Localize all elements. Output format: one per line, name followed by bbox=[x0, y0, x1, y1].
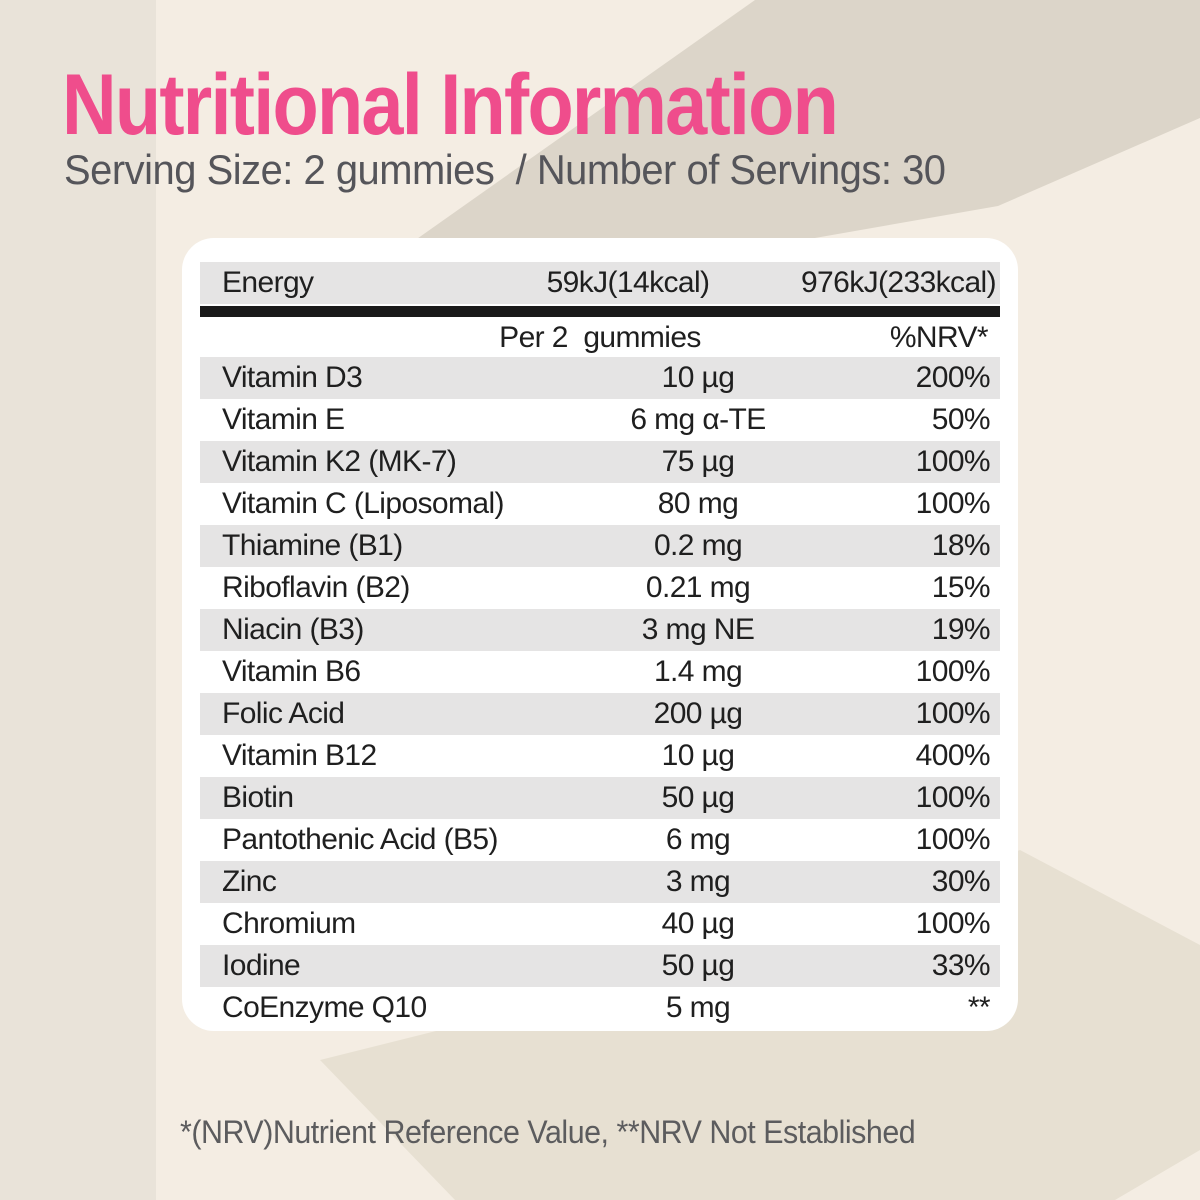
nutrient-row: Vitamin C (Liposomal) 80 mg 100% bbox=[200, 483, 1000, 525]
nutrient-row: Zinc 3 mg 30% bbox=[200, 861, 1000, 903]
nutrient-amount: 75 µg bbox=[661, 445, 735, 478]
nutrition-card: Energy 59kJ(14kcal) 976kJ(233kcal) Per 2… bbox=[182, 238, 1018, 1031]
serving-info: Serving Size: 2 gummies / Number of Serv… bbox=[64, 146, 946, 193]
nutrient-amount: 1.4 mg bbox=[653, 655, 743, 688]
nutrient-nrv: 18% bbox=[931, 529, 991, 562]
nrv-column-header: %NRV* bbox=[889, 321, 989, 354]
background-left-band bbox=[0, 0, 156, 1200]
nutrient-amount: 0.2 mg bbox=[653, 529, 743, 562]
nutrient-nrv: 30% bbox=[931, 865, 991, 898]
nutrient-name: Riboflavin (B2) bbox=[222, 571, 410, 604]
energy-label: Energy bbox=[222, 266, 314, 299]
footnote-line-1: *(NRV)Nutrient Reference Value, **NRV No… bbox=[180, 1114, 916, 1150]
nutrient-row: Thiamine (B1) 0.2 mg 18% bbox=[200, 525, 1000, 567]
nutrient-name: Iodine bbox=[222, 949, 301, 982]
nutrient-name: Vitamin K2 (MK-7) bbox=[222, 445, 457, 478]
nutrient-row: Vitamin D3 10 µg 200% bbox=[200, 357, 1000, 399]
nutrient-name: Zinc bbox=[222, 865, 277, 898]
nutrient-row: Vitamin B6 1.4 mg 100% bbox=[200, 651, 1000, 693]
energy-row: Energy 59kJ(14kcal) 976kJ(233kcal) bbox=[200, 262, 1000, 304]
nutrient-nrv: 200% bbox=[915, 361, 991, 394]
thick-divider bbox=[200, 306, 1000, 317]
nutrient-row: Pantothenic Acid (B5) 6 mg 100% bbox=[200, 819, 1000, 861]
nutrient-nrv: 50% bbox=[931, 403, 991, 436]
table-header-row: Per 2 gummies %NRV* bbox=[200, 319, 1000, 357]
nutrient-name: Pantothenic Acid (B5) bbox=[222, 823, 499, 856]
nutrient-amount: 200 µg bbox=[653, 697, 743, 730]
nutrient-row: Vitamin K2 (MK-7) 75 µg 100% bbox=[200, 441, 1000, 483]
nutrient-row: Vitamin E 6 mg α-TE 50% bbox=[200, 399, 1000, 441]
nutrient-name: Folic Acid bbox=[222, 697, 345, 730]
nutrient-nrv: 19% bbox=[931, 613, 991, 646]
nutrient-nrv: 100% bbox=[915, 781, 991, 814]
nutrient-row: Chromium 40 µg 100% bbox=[200, 903, 1000, 945]
nutrient-amount: 3 mg NE bbox=[641, 613, 755, 646]
nutrient-amount: 50 µg bbox=[661, 781, 735, 814]
page-title: Nutritional Information bbox=[62, 57, 839, 153]
nutrient-nrv: 100% bbox=[915, 907, 991, 940]
nutrient-name: Vitamin B6 bbox=[222, 655, 361, 688]
nutrient-amount: 6 mg bbox=[665, 823, 731, 856]
nutrient-name: Vitamin B12 bbox=[222, 739, 377, 772]
nutrient-amount: 6 mg α-TE bbox=[630, 403, 766, 436]
nutrient-amount: 50 µg bbox=[661, 949, 735, 982]
nutrient-name: Biotin bbox=[222, 781, 294, 814]
nutrient-row: Biotin 50 µg 100% bbox=[200, 777, 1000, 819]
nutrient-row: Riboflavin (B2) 0.21 mg 15% bbox=[200, 567, 1000, 609]
nutrient-nrv: ** bbox=[967, 991, 991, 1024]
nutrient-nrv: 15% bbox=[931, 571, 991, 604]
nutrient-row: Iodine 50 µg 33% bbox=[200, 945, 1000, 987]
nutrient-name: Vitamin D3 bbox=[222, 361, 363, 394]
nutrient-amount: 0.21 mg bbox=[645, 571, 751, 604]
nutrient-row: CoEnzyme Q10 5 mg ** bbox=[200, 987, 1000, 1029]
nutrient-rows: Vitamin D3 10 µg 200% Vitamin E 6 mg α-T… bbox=[200, 357, 1000, 1029]
nutrient-name: Chromium bbox=[222, 907, 356, 940]
nutrient-nrv: 100% bbox=[915, 445, 991, 478]
nutrient-amount: 5 mg bbox=[665, 991, 731, 1024]
nutrient-name: Vitamin C (Liposomal) bbox=[222, 487, 505, 520]
nutrient-nrv: 400% bbox=[915, 739, 991, 772]
nutrient-row: Niacin (B3) 3 mg NE 19% bbox=[200, 609, 1000, 651]
nutrient-name: Niacin (B3) bbox=[222, 613, 364, 646]
energy-per-serving: 59kJ(14kcal) bbox=[546, 266, 710, 299]
amount-column-header: Per 2 gummies bbox=[499, 321, 701, 354]
nutrient-row: Folic Acid 200 µg 100% bbox=[200, 693, 1000, 735]
nutrient-amount: 40 µg bbox=[661, 907, 735, 940]
energy-per-container: 976kJ(233kcal) bbox=[800, 266, 997, 299]
nutrient-nrv: 100% bbox=[915, 823, 991, 856]
nutrient-amount: 10 µg bbox=[661, 739, 735, 772]
footnotes: *(NRV)Nutrient Reference Value, **NRV No… bbox=[180, 1040, 972, 1200]
nutrient-nrv: 100% bbox=[915, 487, 991, 520]
nutrient-amount: 3 mg bbox=[665, 865, 731, 898]
nutrient-nrv: 100% bbox=[915, 697, 991, 730]
nutrient-amount: 80 mg bbox=[657, 487, 739, 520]
nutrient-name: CoEnzyme Q10 bbox=[222, 991, 427, 1024]
nutrient-name: Vitamin E bbox=[222, 403, 345, 436]
nutrient-row: Vitamin B12 10 µg 400% bbox=[200, 735, 1000, 777]
nutrient-nrv: 33% bbox=[931, 949, 991, 982]
nutrient-name: Thiamine (B1) bbox=[222, 529, 403, 562]
nutrient-nrv: 100% bbox=[915, 655, 991, 688]
nutrient-amount: 10 µg bbox=[661, 361, 735, 394]
